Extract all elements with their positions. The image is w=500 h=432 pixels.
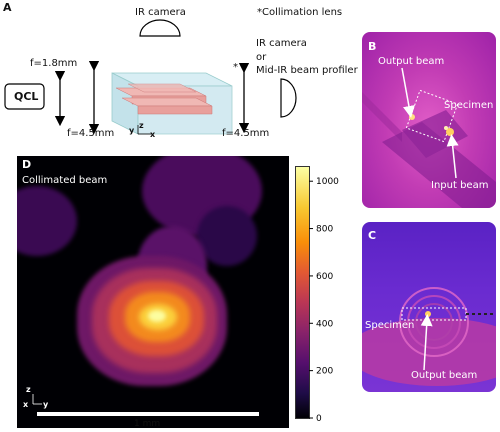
top-camera-lens bbox=[139, 19, 181, 37]
panel-label-a: A bbox=[3, 1, 12, 14]
right-camera-lens bbox=[280, 78, 297, 118]
panel-label-c: C bbox=[368, 229, 377, 242]
c-output-beam-label: Output beam bbox=[411, 370, 478, 381]
right-camera-label-line2: or bbox=[256, 52, 267, 63]
collimation-note: *Collimation lens bbox=[257, 7, 343, 18]
colorbar-tick-label: 1000 bbox=[316, 177, 339, 187]
colorbar-tick-label: 400 bbox=[316, 319, 333, 329]
scale-bar bbox=[37, 412, 259, 416]
qcl-label: QCL bbox=[14, 90, 39, 103]
qcl-box bbox=[4, 83, 45, 110]
panel-b-image bbox=[362, 32, 496, 208]
d-axis-x: x bbox=[23, 400, 29, 409]
b-output-beam-label: Output beam bbox=[378, 56, 445, 67]
waveguides bbox=[115, 83, 213, 115]
c-specimen-label: Specimen bbox=[365, 320, 415, 331]
colorbar-tick-label: 600 bbox=[316, 272, 333, 282]
colorbar-tick-label: 800 bbox=[316, 225, 333, 235]
panel-label-d: D bbox=[22, 158, 32, 171]
scale-bar-label: 1 mm bbox=[134, 419, 161, 429]
panel-b-stage bbox=[362, 67, 496, 208]
right-camera-label-line3: Mid-IR beam profiler bbox=[256, 65, 358, 76]
f45-right-label: f=4.5mm bbox=[222, 128, 270, 139]
b-input-beam-label: Input beam bbox=[431, 180, 489, 191]
f45-left-label: f=4.5mm bbox=[67, 128, 115, 139]
right-camera-label-line1: IR camera bbox=[256, 38, 307, 49]
panel-c-stage bbox=[362, 287, 496, 386]
chip-axis-z: z bbox=[139, 121, 144, 130]
colorbar-tick-label: 0 bbox=[316, 414, 322, 424]
d-title: Collimated beam bbox=[22, 175, 108, 186]
collimation-asterisk: * bbox=[233, 62, 238, 73]
colorbar-tick-label: 200 bbox=[316, 367, 333, 377]
f18-label: f=1.8mm bbox=[30, 58, 78, 69]
panel-c-image bbox=[362, 222, 496, 392]
chip-axis-y: y bbox=[129, 126, 135, 135]
d-axis-z: z bbox=[26, 385, 31, 394]
d-axis-y: y bbox=[43, 400, 49, 409]
ir-camera-top-label: IR camera bbox=[135, 7, 186, 18]
colorbar bbox=[295, 166, 310, 419]
panel-label-b: B bbox=[368, 40, 377, 53]
b-specimen-label: Specimen bbox=[444, 100, 494, 111]
beam-profile-image bbox=[17, 156, 289, 428]
chip-axis-x: x bbox=[150, 130, 156, 139]
